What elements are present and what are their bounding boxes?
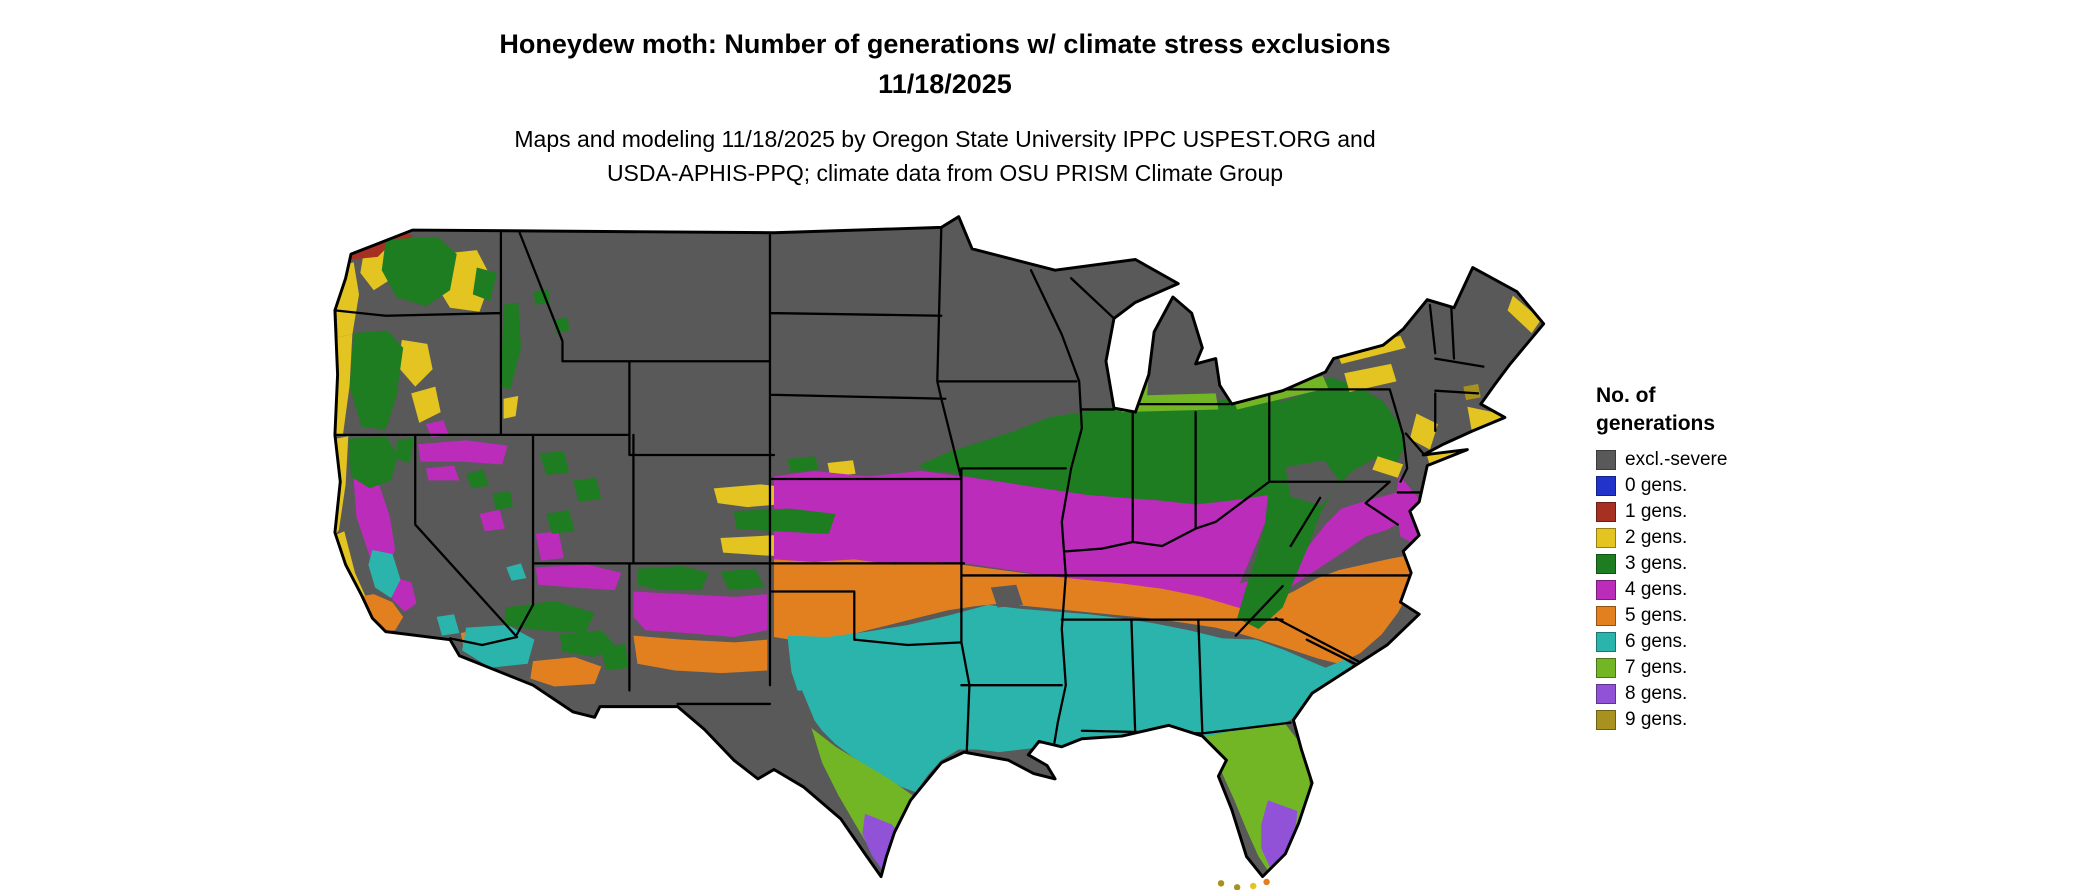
legend-label: 2 gens. bbox=[1625, 527, 1688, 548]
legend-label: 4 gens. bbox=[1625, 579, 1688, 600]
legend-label: 0 gens. bbox=[1625, 475, 1688, 496]
legend-label: 5 gens. bbox=[1625, 605, 1688, 626]
legend-title-line-2: generations bbox=[1596, 412, 1716, 435]
legend-swatch bbox=[1596, 632, 1616, 652]
legend-item: excl.-severe bbox=[1596, 449, 1816, 470]
legend-swatch bbox=[1596, 476, 1616, 496]
legend-swatch bbox=[1596, 710, 1616, 730]
map-band-6-gens bbox=[368, 549, 1361, 793]
map-band-5-gens bbox=[350, 555, 1420, 687]
legend-label: 3 gens. bbox=[1625, 553, 1688, 574]
legend: No. of generations excl.-severe 0 gens. 1 … bbox=[1596, 382, 1816, 736]
legend-swatch bbox=[1596, 684, 1616, 704]
legend-item: 8 gens. bbox=[1596, 683, 1816, 704]
map-gray-overlays bbox=[760, 460, 1341, 745]
attribution-line-2: USDA-APHIS-PPQ; climate data from OSU PR… bbox=[606, 160, 1284, 186]
state-borders bbox=[334, 226, 1485, 756]
legend-item: 7 gens. bbox=[1596, 657, 1816, 678]
legend-label: excl.-severe bbox=[1625, 449, 1728, 470]
legend-swatch bbox=[1596, 554, 1616, 574]
legend-swatch bbox=[1596, 658, 1616, 678]
legend-item: 2 gens. bbox=[1596, 527, 1816, 548]
legend-label: 9 gens. bbox=[1625, 709, 1688, 730]
legend-item: 0 gens. bbox=[1596, 475, 1816, 496]
legend-title-line-1: No. of bbox=[1596, 384, 1656, 407]
map-band-4-gens bbox=[353, 420, 1414, 638]
legend-swatch bbox=[1596, 580, 1616, 600]
legend-swatch bbox=[1596, 606, 1616, 626]
legend-item: 6 gens. bbox=[1596, 631, 1816, 652]
legend-item: 4 gens. bbox=[1596, 579, 1816, 600]
legend-swatch bbox=[1596, 450, 1616, 470]
attribution-line-1: Maps and modeling 11/18/2025 by Oregon S… bbox=[514, 126, 1376, 152]
page-title-date: 11/18/2025 bbox=[878, 69, 1012, 99]
subtitle-block: Maps and modeling 11/18/2025 by Oregon S… bbox=[0, 122, 1890, 190]
legend-items: excl.-severe 0 gens. 1 gens. 2 gens. 3 gens.… bbox=[1596, 449, 1816, 730]
legend-label: 7 gens. bbox=[1625, 657, 1688, 678]
us-map bbox=[333, 215, 1546, 890]
title-block: Honeydew moth: Number of generations w/ … bbox=[0, 24, 1890, 104]
legend-label: 1 gens. bbox=[1625, 501, 1688, 522]
legend-item: 5 gens. bbox=[1596, 605, 1816, 626]
us-outline bbox=[333, 215, 1546, 879]
legend-swatch bbox=[1596, 528, 1616, 548]
legend-swatch bbox=[1596, 502, 1616, 522]
legend-item: 3 gens. bbox=[1596, 553, 1816, 574]
florida-keys-dots bbox=[1217, 878, 1270, 890]
legend-label: 8 gens. bbox=[1625, 683, 1688, 704]
map-band-3-gens bbox=[348, 236, 1406, 671]
page-title: Honeydew moth: Number of generations w/ … bbox=[499, 29, 1391, 59]
legend-label: 6 gens. bbox=[1625, 631, 1688, 652]
legend-item: 9 gens. bbox=[1596, 709, 1816, 730]
legend-item: 1 gens. bbox=[1596, 501, 1816, 522]
